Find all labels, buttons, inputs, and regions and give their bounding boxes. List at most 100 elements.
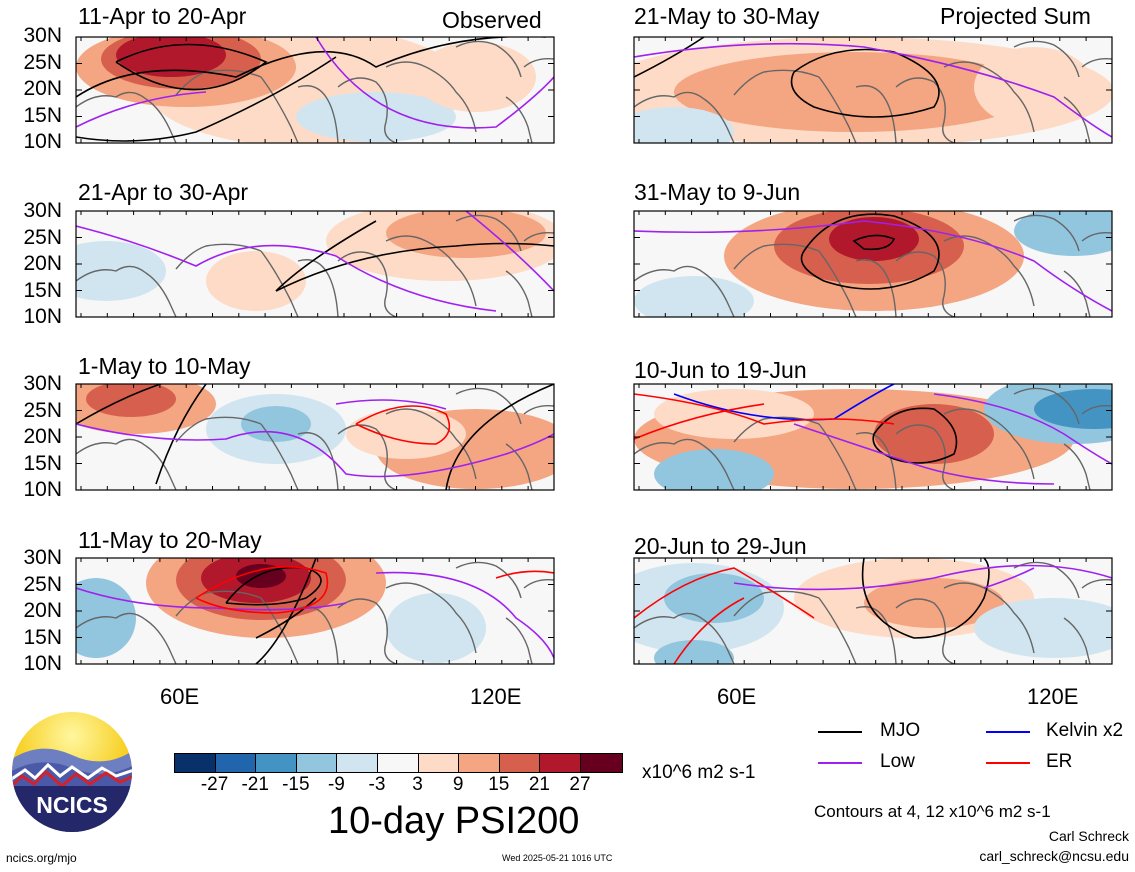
coastline [523, 404, 554, 415]
ncics-logo: NCICS [12, 712, 132, 832]
map-panel [75, 36, 555, 144]
legend-mjo-line [818, 731, 862, 733]
map-panel [75, 210, 555, 318]
psi-anomaly-shading [346, 409, 466, 459]
coastline [175, 243, 262, 270]
coastline [175, 416, 262, 443]
coastline [855, 606, 897, 664]
coastline [1081, 57, 1112, 68]
psi-anomaly-shading [386, 593, 486, 663]
psi-anomaly-shading [386, 211, 546, 258]
lon-label-60e: 60E [160, 684, 200, 709]
contour-line [793, 423, 1055, 485]
coastline [337, 77, 397, 143]
coastline [1081, 231, 1112, 242]
colorbar-tick-label: 15 [488, 774, 510, 795]
lat-label: 20N [23, 425, 62, 448]
coastline [895, 251, 955, 317]
coastline [943, 582, 1035, 654]
colorbar-tick-label: -21 [241, 774, 269, 795]
contour-line [673, 597, 745, 664]
coastline [297, 432, 339, 490]
legend-kelvin-label: Kelvin x2 [1046, 720, 1124, 741]
coastline [260, 250, 299, 317]
legend-er-label: ER [1046, 751, 1073, 772]
contour-line [335, 399, 447, 410]
credit-email: carl_schreck@ncsu.edu [979, 848, 1129, 864]
contour-line [255, 558, 317, 664]
coastline [733, 590, 820, 617]
lon-label-60e: 60E [717, 684, 757, 709]
colorbar-swatch [175, 754, 216, 772]
contour-line [275, 220, 377, 292]
coastline [818, 76, 857, 143]
contour-line [933, 393, 1112, 465]
coastline [1013, 40, 1080, 78]
panel-title: 1-May to 10-May [78, 353, 251, 379]
lon-label-120e: 120E [470, 684, 522, 709]
coastline [76, 265, 177, 317]
contour-line [195, 566, 329, 614]
psi-anomaly-shading [634, 276, 754, 317]
coastline [1013, 387, 1080, 425]
coastline [818, 423, 857, 490]
colorbar-swatch [499, 754, 541, 772]
colorbar-tick-label: 9 [452, 774, 464, 795]
coastline [855, 432, 897, 490]
psi-anomaly-shading [206, 251, 306, 311]
coastline [895, 77, 955, 143]
contours-note: Contours at 4, 12 x10^6 m2 s-1 [814, 802, 1051, 821]
psi-anomaly-shading [116, 37, 226, 77]
lat-label: 20N [23, 599, 62, 622]
contour-line [76, 423, 554, 478]
colorbar-swatch [459, 754, 500, 772]
colorbar-tick-label: -3 [368, 774, 386, 795]
contour-line [634, 567, 815, 619]
panel-title: 10-Jun to 19-Jun [634, 357, 807, 383]
psi-anomaly-shading [76, 578, 136, 658]
coastline [1063, 270, 1091, 317]
coastline [297, 85, 339, 143]
coastline [76, 91, 177, 143]
coastline [1081, 404, 1112, 415]
colorbar-swatch [256, 754, 297, 772]
panel-title: 11-May to 20-May [78, 527, 262, 553]
psi-anomaly-shading [974, 47, 1094, 127]
coastline [260, 76, 299, 143]
legend-low-label: Low [880, 751, 915, 772]
map-panel [633, 383, 1113, 491]
psi-anomaly-shading [1014, 211, 1112, 256]
contour-line [255, 597, 317, 639]
coastline [1013, 214, 1080, 252]
coastline [943, 235, 1035, 307]
lon-label-120e: 120E [1027, 684, 1079, 709]
map-panel [633, 557, 1113, 665]
colorbar-swatch [377, 754, 419, 772]
coastline [943, 408, 1035, 480]
contour-line [495, 570, 554, 579]
psi-anomaly-shading [86, 384, 176, 417]
logo-text: NCICS [36, 792, 108, 818]
colorbar-swatch [418, 754, 460, 772]
lat-label: 25N [23, 225, 62, 249]
lat-label: 15N [23, 625, 62, 649]
legend-low-line [818, 762, 862, 764]
colorbar-tick-label: -9 [327, 774, 345, 795]
coastline [337, 424, 397, 490]
contour-line [76, 384, 164, 425]
psi-anomaly-shading [974, 598, 1112, 658]
lat-label: 10N [23, 652, 62, 675]
coastline [1063, 443, 1091, 490]
coastline [634, 438, 735, 490]
projected-sum-label: Projected Sum [940, 3, 1091, 29]
contour-line [375, 571, 554, 659]
colorbar-swatch [296, 754, 338, 772]
coastline [818, 250, 857, 317]
coastline [1063, 617, 1091, 664]
contour-line [275, 242, 554, 292]
coastline [943, 61, 1035, 133]
contour-line [115, 43, 268, 91]
lat-label: 25N [23, 398, 62, 422]
contour-line [76, 91, 207, 128]
coastline [505, 443, 533, 490]
